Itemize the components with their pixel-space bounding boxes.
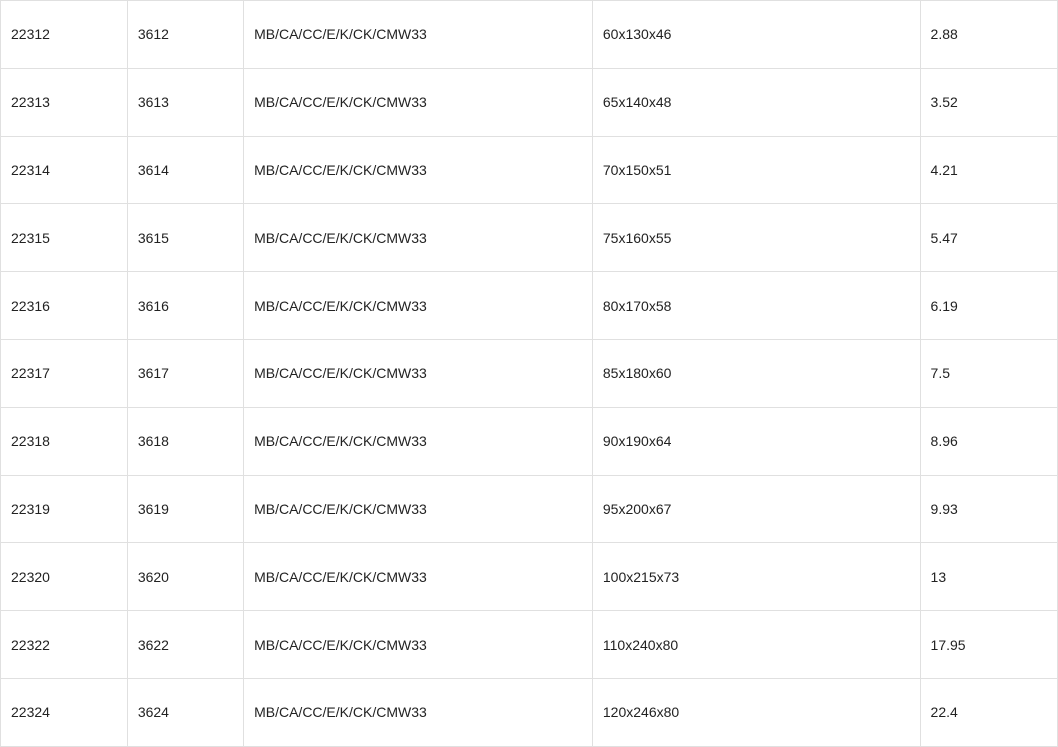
table-cell: 85x180x60 [592,339,920,407]
table-cell: 3619 [127,475,243,543]
table-cell: 2.88 [920,1,1057,69]
table-cell: 120x246x80 [592,678,920,746]
table-cell: MB/CA/CC/E/K/CK/CMW33 [244,136,593,204]
table-cell: 60x130x46 [592,1,920,69]
table-cell: 3620 [127,543,243,611]
table-cell: MB/CA/CC/E/K/CK/CMW33 [244,611,593,679]
table-cell: 4.21 [920,136,1057,204]
table-cell: 22320 [1,543,128,611]
table-cell: MB/CA/CC/E/K/CK/CMW33 [244,1,593,69]
table-cell: 22.4 [920,678,1057,746]
table-cell: 65x140x48 [592,68,920,136]
table-cell: 22314 [1,136,128,204]
table-cell: 22313 [1,68,128,136]
table-row: 223143614MB/CA/CC/E/K/CK/CMW3370x150x514… [1,136,1058,204]
table-cell: 80x170x58 [592,272,920,340]
table-cell: MB/CA/CC/E/K/CK/CMW33 [244,272,593,340]
table-cell: 17.95 [920,611,1057,679]
table-cell: MB/CA/CC/E/K/CK/CMW33 [244,339,593,407]
table-row: 223243624MB/CA/CC/E/K/CK/CMW33120x246x80… [1,678,1058,746]
table-cell: 3618 [127,407,243,475]
table-cell: MB/CA/CC/E/K/CK/CMW33 [244,204,593,272]
bearing-table-container: 223123612MB/CA/CC/E/K/CK/CMW3360x130x462… [0,0,1058,746]
table-cell: MB/CA/CC/E/K/CK/CMW33 [244,407,593,475]
table-cell: 22317 [1,339,128,407]
table-cell: 7.5 [920,339,1057,407]
table-cell: MB/CA/CC/E/K/CK/CMW33 [244,543,593,611]
table-cell: MB/CA/CC/E/K/CK/CMW33 [244,475,593,543]
table-cell: 95x200x67 [592,475,920,543]
table-cell: 3617 [127,339,243,407]
table-cell: 22319 [1,475,128,543]
table-row: 223183618MB/CA/CC/E/K/CK/CMW3390x190x648… [1,407,1058,475]
table-row: 223123612MB/CA/CC/E/K/CK/CMW3360x130x462… [1,1,1058,69]
table-cell: 3622 [127,611,243,679]
table-cell: 22322 [1,611,128,679]
table-row: 223203620MB/CA/CC/E/K/CK/CMW33100x215x73… [1,543,1058,611]
table-cell: 22318 [1,407,128,475]
table-row: 223193619MB/CA/CC/E/K/CK/CMW3395x200x679… [1,475,1058,543]
table-cell: 100x215x73 [592,543,920,611]
table-cell: 70x150x51 [592,136,920,204]
table-cell: 3613 [127,68,243,136]
table-cell: 22315 [1,204,128,272]
table-cell: MB/CA/CC/E/K/CK/CMW33 [244,68,593,136]
table-row: 223223622MB/CA/CC/E/K/CK/CMW33110x240x80… [1,611,1058,679]
table-cell: 3615 [127,204,243,272]
table-cell: 75x160x55 [592,204,920,272]
table-cell: 22312 [1,1,128,69]
table-cell: 6.19 [920,272,1057,340]
table-cell: 22316 [1,272,128,340]
table-cell: 5.47 [920,204,1057,272]
table-cell: 90x190x64 [592,407,920,475]
table-cell: 3616 [127,272,243,340]
table-cell: 3.52 [920,68,1057,136]
table-cell: 22324 [1,678,128,746]
table-cell: 9.93 [920,475,1057,543]
table-row: 223173617MB/CA/CC/E/K/CK/CMW3385x180x607… [1,339,1058,407]
table-cell: 3612 [127,1,243,69]
table-cell: MB/CA/CC/E/K/CK/CMW33 [244,678,593,746]
table-cell: 13 [920,543,1057,611]
table-cell: 110x240x80 [592,611,920,679]
table-row: 223163616MB/CA/CC/E/K/CK/CMW3380x170x586… [1,272,1058,340]
table-cell: 3614 [127,136,243,204]
table-row: 223153615MB/CA/CC/E/K/CK/CMW3375x160x555… [1,204,1058,272]
table-cell: 3624 [127,678,243,746]
table-body: 223123612MB/CA/CC/E/K/CK/CMW3360x130x462… [1,1,1058,747]
bearing-table: 223123612MB/CA/CC/E/K/CK/CMW3360x130x462… [0,0,1058,747]
table-cell: 8.96 [920,407,1057,475]
table-row: 223133613MB/CA/CC/E/K/CK/CMW3365x140x483… [1,68,1058,136]
